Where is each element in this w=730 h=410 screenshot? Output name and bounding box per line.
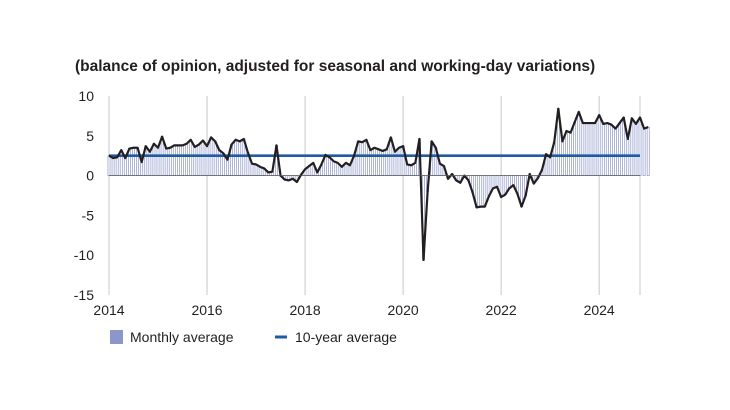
monthly-bar: [152, 143, 156, 176]
monthly-bar: [348, 164, 352, 176]
monthly-bar: [626, 138, 630, 176]
monthly-bar: [226, 159, 229, 176]
monthly-bar: [646, 126, 650, 176]
monthly-bar: [405, 164, 409, 176]
monthly-bar: [479, 175, 483, 207]
x-tick-label-2016: 2016: [191, 302, 222, 318]
monthly-bar: [413, 162, 417, 176]
monthly-bar: [250, 163, 254, 176]
legend-swatch-monthly-average: [110, 330, 123, 344]
monthly-bar: [642, 128, 646, 176]
monthly-bar: [565, 130, 568, 176]
monthly-bar: [377, 148, 380, 176]
monthly-bar: [491, 175, 495, 189]
monthly-bar: [618, 122, 621, 176]
monthly-bar: [328, 156, 331, 176]
monthly-bar: [193, 146, 197, 176]
monthly-bar: [332, 160, 336, 176]
monthly-bar: [569, 132, 572, 176]
monthly-bar: [634, 123, 638, 176]
monthly-bar: [217, 149, 221, 176]
monthly-bar: [201, 140, 205, 176]
monthly-bar: [168, 147, 172, 176]
monthly-bar: [115, 156, 119, 176]
monthly-bar: [581, 122, 585, 176]
y-tick-label--15: -15: [74, 287, 94, 303]
monthly-bar: [610, 124, 613, 176]
monthly-bar: [107, 155, 111, 176]
x-tick-label-2018: 2018: [289, 302, 320, 318]
monthly-bar: [197, 144, 201, 176]
x-tick-label-2022: 2022: [486, 302, 517, 318]
monthly-average-line: [108, 107, 649, 262]
monthly-bar: [156, 147, 160, 176]
monthly-bar: [177, 145, 180, 176]
y-tick-label--10: -10: [74, 247, 94, 263]
monthly-bar: [172, 145, 176, 176]
monthly-bar: [593, 122, 597, 176]
monthly-bar: [340, 166, 344, 176]
monthly-bar: [548, 156, 552, 176]
axes: 2014 2016 2018 2020 2022 2024 10 5 0 -5 -10 -15: [74, 88, 640, 318]
monthly-bar: [234, 139, 238, 176]
monthly-bar: [561, 141, 564, 176]
monthly-bar: [385, 148, 389, 176]
monthly-bar: [164, 148, 168, 176]
monthly-bar: [409, 164, 413, 176]
y-tick-label-5: 5: [86, 128, 94, 144]
x-tick-label-2020: 2020: [388, 302, 419, 318]
x-tick-label-2014: 2014: [93, 302, 124, 318]
monthly-bar: [373, 147, 376, 176]
monthly-bar: [614, 128, 617, 176]
monthly-bar: [123, 157, 127, 176]
y-tick-label-10: 10: [78, 88, 94, 104]
monthly-bar: [511, 175, 515, 186]
monthly-bar: [213, 141, 217, 176]
y-tick-label--5: -5: [82, 207, 95, 223]
monthly-bar: [238, 141, 242, 176]
monthly-bar: [397, 147, 401, 176]
monthly-bar: [577, 111, 581, 176]
monthly-bar: [189, 139, 193, 176]
monthly-bar: [589, 122, 593, 176]
monthly-bar: [132, 147, 135, 176]
monthly-bar: [111, 157, 115, 176]
monthly-bar: [364, 139, 368, 176]
monthly-bar: [638, 117, 642, 176]
legend-label-ten-year-average: 10-year average: [295, 329, 397, 345]
legend-label-monthly-average: Monthly average: [130, 329, 234, 345]
monthly-bar: [438, 163, 442, 176]
x-tick-label-2024: 2024: [584, 302, 615, 318]
monthly-line: [108, 107, 649, 262]
monthly-bar: [140, 161, 144, 176]
monthly-bar: [573, 121, 577, 176]
y-tick-label-0: 0: [86, 168, 94, 184]
monthly-bar: [585, 122, 589, 176]
legend: Monthly average 10-year average: [110, 329, 397, 345]
monthly-bar: [495, 175, 499, 188]
monthly-bar: [605, 122, 609, 176]
monthly-bar: [205, 145, 209, 176]
monthly-bar: [185, 143, 189, 176]
monthly-bar: [597, 114, 601, 176]
monthly-bar: [181, 145, 184, 176]
monthly-bar: [601, 123, 605, 176]
chart-subtitle: (balance of opinion, adjusted for season…: [75, 58, 596, 75]
monthly-bar: [369, 149, 372, 176]
monthly-bar: [360, 141, 364, 176]
